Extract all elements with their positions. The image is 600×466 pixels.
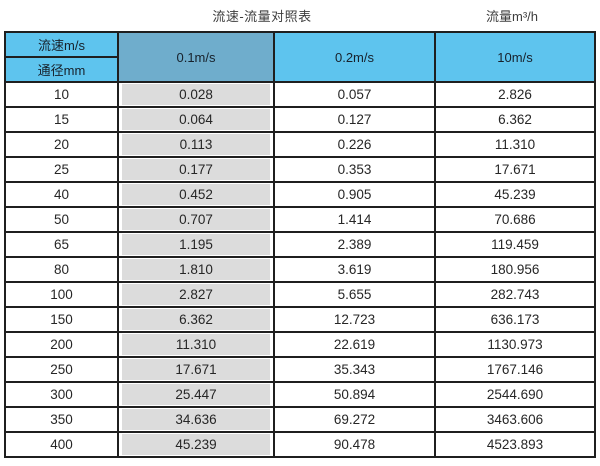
flow-value-cell: 90.478 bbox=[273, 431, 436, 458]
flow-value-cell: 25.447 bbox=[117, 381, 275, 408]
flow-value-cell: 22.619 bbox=[273, 331, 436, 358]
table-body: 10 0.028 0.057 2.826 15 0.064 0.127 6.362 20 0.11… bbox=[4, 81, 596, 458]
flow-value-cell: 45.239 bbox=[434, 181, 596, 208]
flow-value-cell: 282.743 bbox=[434, 281, 596, 308]
diameter-cell: 150 bbox=[4, 306, 119, 333]
diameter-cell: 65 bbox=[4, 231, 119, 258]
flow-value-cell: 34.636 bbox=[117, 406, 275, 433]
table-row: 20 0.113 0.226 11.310 bbox=[4, 131, 596, 158]
header-velocity-label: 流速m/s bbox=[4, 31, 119, 58]
table-row: 350 34.636 69.272 3463.606 bbox=[4, 406, 596, 433]
flow-value-cell: 0.353 bbox=[273, 156, 436, 183]
flow-rate-table: 流速m/s 0.1m/s 0.2m/s 10m/s 通径mm 10 0.028 0.… bbox=[4, 31, 596, 458]
diameter-cell: 100 bbox=[4, 281, 119, 308]
header-diameter-label: 通径mm bbox=[4, 56, 119, 83]
flow-value-cell: 2.389 bbox=[273, 231, 436, 258]
flow-value-cell: 70.686 bbox=[434, 206, 596, 233]
flow-value-cell: 1.414 bbox=[273, 206, 436, 233]
flow-value-cell: 0.057 bbox=[273, 81, 436, 108]
flow-value-cell: 11.310 bbox=[434, 131, 596, 158]
flow-value-cell: 119.459 bbox=[434, 231, 596, 258]
flow-value-cell: 6.362 bbox=[434, 106, 596, 133]
flow-value-cell: 5.655 bbox=[273, 281, 436, 308]
flow-value-cell: 0.707 bbox=[117, 206, 275, 233]
flow-value-cell: 35.343 bbox=[273, 356, 436, 383]
table-header: 流速m/s 0.1m/s 0.2m/s 10m/s 通径mm bbox=[4, 31, 596, 83]
header-col-0.1ms: 0.1m/s bbox=[117, 31, 275, 83]
table-row: 150 6.362 12.723 636.173 bbox=[4, 306, 596, 333]
flow-value-cell: 11.310 bbox=[117, 331, 275, 358]
flow-value-cell: 1.810 bbox=[117, 256, 275, 283]
flow-value-cell: 12.723 bbox=[273, 306, 436, 333]
flow-value-cell: 0.028 bbox=[117, 81, 275, 108]
flow-value-cell: 17.671 bbox=[117, 356, 275, 383]
table-row: 40 0.452 0.905 45.239 bbox=[4, 181, 596, 208]
flow-value-cell: 1.195 bbox=[117, 231, 275, 258]
table-row: 50 0.707 1.414 70.686 bbox=[4, 206, 596, 233]
flow-value-cell: 0.127 bbox=[273, 106, 436, 133]
flow-value-cell: 4523.893 bbox=[434, 431, 596, 458]
flow-value-cell: 0.905 bbox=[273, 181, 436, 208]
table-row: 80 1.810 3.619 180.956 bbox=[4, 256, 596, 283]
flow-value-cell: 0.113 bbox=[117, 131, 275, 158]
table-row: 15 0.064 0.127 6.362 bbox=[4, 106, 596, 133]
flow-value-cell: 1130.973 bbox=[434, 331, 596, 358]
table-row: 100 2.827 5.655 282.743 bbox=[4, 281, 596, 308]
table-row: 400 45.239 90.478 4523.893 bbox=[4, 431, 596, 458]
title-bar: 流速-流量对照表 流量m³/h bbox=[0, 0, 600, 31]
flow-value-cell: 50.894 bbox=[273, 381, 436, 408]
header-col-0.2ms: 0.2m/s bbox=[273, 31, 436, 83]
flow-value-cell: 2.827 bbox=[117, 281, 275, 308]
table-row: 200 11.310 22.619 1130.973 bbox=[4, 331, 596, 358]
flow-value-cell: 180.956 bbox=[434, 256, 596, 283]
flow-value-cell: 6.362 bbox=[117, 306, 275, 333]
flow-value-cell: 0.452 bbox=[117, 181, 275, 208]
flow-value-cell: 3463.606 bbox=[434, 406, 596, 433]
flow-value-cell: 636.173 bbox=[434, 306, 596, 333]
diameter-cell: 20 bbox=[4, 131, 119, 158]
flow-value-cell: 1767.146 bbox=[434, 356, 596, 383]
diameter-cell: 250 bbox=[4, 356, 119, 383]
table-row: 65 1.195 2.389 119.459 bbox=[4, 231, 596, 258]
diameter-cell: 80 bbox=[4, 256, 119, 283]
diameter-cell: 40 bbox=[4, 181, 119, 208]
flow-value-cell: 2544.690 bbox=[434, 381, 596, 408]
diameter-cell: 25 bbox=[4, 156, 119, 183]
diameter-cell: 200 bbox=[4, 331, 119, 358]
table-row: 300 25.447 50.894 2544.690 bbox=[4, 381, 596, 408]
table-title: 流速-流量对照表 bbox=[212, 9, 312, 24]
diameter-cell: 10 bbox=[4, 81, 119, 108]
flow-value-cell: 69.272 bbox=[273, 406, 436, 433]
flow-value-cell: 17.671 bbox=[434, 156, 596, 183]
diameter-cell: 50 bbox=[4, 206, 119, 233]
diameter-cell: 300 bbox=[4, 381, 119, 408]
flow-value-cell: 3.619 bbox=[273, 256, 436, 283]
diameter-cell: 400 bbox=[4, 431, 119, 458]
diameter-cell: 15 bbox=[4, 106, 119, 133]
flow-value-cell: 0.177 bbox=[117, 156, 275, 183]
flow-value-cell: 45.239 bbox=[117, 431, 275, 458]
diameter-cell: 350 bbox=[4, 406, 119, 433]
flow-value-cell: 0.064 bbox=[117, 106, 275, 133]
flow-value-cell: 2.826 bbox=[434, 81, 596, 108]
header-col-10ms: 10m/s bbox=[434, 31, 596, 83]
flow-value-cell: 0.226 bbox=[273, 131, 436, 158]
table-row: 250 17.671 35.343 1767.146 bbox=[4, 356, 596, 383]
flow-unit-label: 流量m³/h bbox=[486, 9, 539, 24]
table-row: 10 0.028 0.057 2.826 bbox=[4, 81, 596, 108]
table-row: 25 0.177 0.353 17.671 bbox=[4, 156, 596, 183]
